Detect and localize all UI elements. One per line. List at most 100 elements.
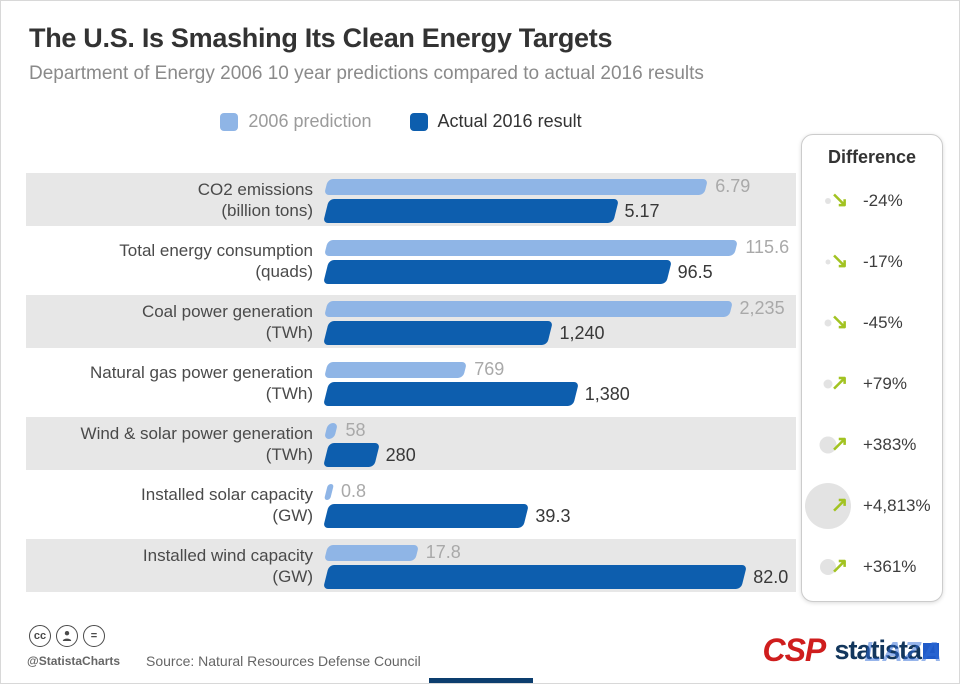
category-name: Natural gas power generation xyxy=(89,362,313,382)
legend: 2006 prediction Actual 2016 result xyxy=(1,111,801,132)
category-label: CO2 emissions (billion tons) xyxy=(26,179,321,221)
magnitude-circle: ↘ xyxy=(814,178,860,224)
watermark-laza: LAZA xyxy=(864,636,943,667)
actual-bar-line: 82.0 xyxy=(323,565,789,589)
actual-bar xyxy=(323,382,579,406)
chart-row: Total energy consumption (quads) 115.6 96.5 xyxy=(26,234,796,287)
prediction-bar-line: 58 xyxy=(324,420,416,441)
category-name: Total energy consumption xyxy=(119,240,313,260)
cc-icon[interactable]: cc xyxy=(29,625,51,647)
category-name: Installed wind capacity xyxy=(142,545,313,565)
difference-row: ↗ +4,813% xyxy=(805,482,931,529)
category-name: Coal power generation xyxy=(141,301,313,321)
statista-charts-handle[interactable]: @StatistaCharts xyxy=(27,654,121,668)
category-label: Coal power generation (TWh) xyxy=(26,301,321,343)
actual-value: 96.5 xyxy=(677,261,713,282)
prediction-bar-line: 2,235 xyxy=(324,298,785,319)
actual-swatch-icon xyxy=(409,112,428,131)
prediction-value: 2,235 xyxy=(739,298,785,318)
prediction-bar xyxy=(324,239,739,256)
chart-row: Wind & solar power generation (TWh) 58 280 xyxy=(26,417,796,470)
difference-value: +79% xyxy=(863,373,907,393)
actual-value: 39.3 xyxy=(535,505,571,526)
chart-area: CO2 emissions (billion tons) 6.79 5.17 Total… xyxy=(1,173,796,600)
license-badges[interactable]: cc = xyxy=(29,625,105,647)
difference-row: ↗ +383% xyxy=(814,422,916,468)
category-unit: (TWh) xyxy=(265,444,313,464)
cc-attribution-icon[interactable] xyxy=(56,625,78,647)
difference-row: ↘ -17% xyxy=(814,239,903,285)
category-label: Installed wind capacity (GW) xyxy=(26,545,321,587)
prediction-value: 6.79 xyxy=(715,176,751,196)
difference-panel: Difference ↘ -24% ↘ -17% ↘ -45% ↗ +79% ↗ +383% ↗ +4… xyxy=(801,134,943,602)
actual-bar xyxy=(323,565,748,589)
actual-value: 1,240 xyxy=(559,322,605,343)
difference-value: -45% xyxy=(863,312,903,332)
arrow-up-right-icon: ↗ xyxy=(830,432,849,455)
chart-row: Coal power generation (TWh) 2,235 1,240 xyxy=(26,295,796,348)
actual-bar-line: 96.5 xyxy=(323,260,789,284)
statista-logo[interactable]: CSP statista LAZA xyxy=(762,632,942,671)
prediction-value: 17.8 xyxy=(425,542,461,562)
difference-value: -17% xyxy=(863,251,903,271)
difference-value: +4,813% xyxy=(863,495,931,515)
actual-bar-line: 280 xyxy=(323,443,416,467)
difference-row: ↘ -45% xyxy=(814,300,903,346)
magnitude-circle: ↗ xyxy=(814,361,860,407)
chart-subtitle: Department of Energy 2006 10 year predic… xyxy=(29,63,704,84)
person-icon xyxy=(62,631,72,641)
difference-row: ↗ +79% xyxy=(814,361,907,407)
prediction-swatch-icon xyxy=(220,112,239,131)
prediction-value: 0.8 xyxy=(341,481,367,501)
prediction-bar xyxy=(324,178,709,195)
bar-group: 0.8 39.3 xyxy=(321,481,570,528)
category-label: Wind & solar power generation (TWh) xyxy=(26,423,321,465)
bar-group: 769 1,380 xyxy=(321,359,630,406)
category-name: CO2 emissions xyxy=(197,179,313,199)
category-label: Installed solar capacity (GW) xyxy=(26,484,321,526)
magnitude-circle: ↘ xyxy=(814,239,860,285)
category-unit: (GW) xyxy=(272,505,313,525)
actual-bar-line: 39.3 xyxy=(323,504,571,528)
actual-value: 1,380 xyxy=(584,383,630,404)
prediction-bar xyxy=(324,300,733,317)
arrow-up-right-icon: ↗ xyxy=(830,493,849,516)
chart-row: CO2 emissions (billion tons) 6.79 5.17 xyxy=(26,173,796,226)
actual-value: 82.0 xyxy=(753,566,789,587)
prediction-bar-line: 115.6 xyxy=(324,237,789,258)
prediction-bar-line: 769 xyxy=(324,359,630,380)
category-name: Installed solar capacity xyxy=(141,484,313,504)
prediction-bar xyxy=(324,422,339,439)
actual-bar xyxy=(323,199,619,223)
difference-panel-title: Difference xyxy=(827,147,917,167)
prediction-bar-line: 0.8 xyxy=(324,481,570,502)
actual-bar xyxy=(323,321,554,345)
arrow-down-right-icon: ↘ xyxy=(830,310,849,333)
actual-bar xyxy=(323,504,530,528)
difference-value: +361% xyxy=(863,556,917,576)
bar-group: 2,235 1,240 xyxy=(321,298,785,345)
legend-actual-label: Actual 2016 result xyxy=(437,111,582,131)
difference-value: -24% xyxy=(863,190,903,210)
category-unit: (TWh) xyxy=(265,383,313,403)
prediction-value: 769 xyxy=(474,359,505,379)
prediction-bar-line: 6.79 xyxy=(324,176,751,197)
actual-bar-line: 1,380 xyxy=(323,382,630,406)
difference-value: +383% xyxy=(863,434,917,454)
bottom-accent-bar xyxy=(429,678,533,683)
cc-no-derivatives-icon[interactable]: = xyxy=(83,625,105,647)
chart-row: Installed wind capacity (GW) 17.8 82.0 xyxy=(26,539,796,592)
bar-group: 58 280 xyxy=(321,420,416,467)
magnitude-circle: ↗ xyxy=(814,422,860,468)
difference-row: ↘ -24% xyxy=(814,178,903,224)
bar-group: 6.79 5.17 xyxy=(321,176,750,223)
actual-bar xyxy=(323,443,380,467)
prediction-bar xyxy=(324,361,468,378)
actual-bar xyxy=(323,260,672,284)
actual-bar-line: 5.17 xyxy=(323,199,750,223)
bar-group: 17.8 82.0 xyxy=(321,542,788,589)
actual-bar-line: 1,240 xyxy=(323,321,785,345)
category-unit: (TWh) xyxy=(265,322,313,342)
legend-item-prediction: 2006 prediction xyxy=(220,111,372,132)
